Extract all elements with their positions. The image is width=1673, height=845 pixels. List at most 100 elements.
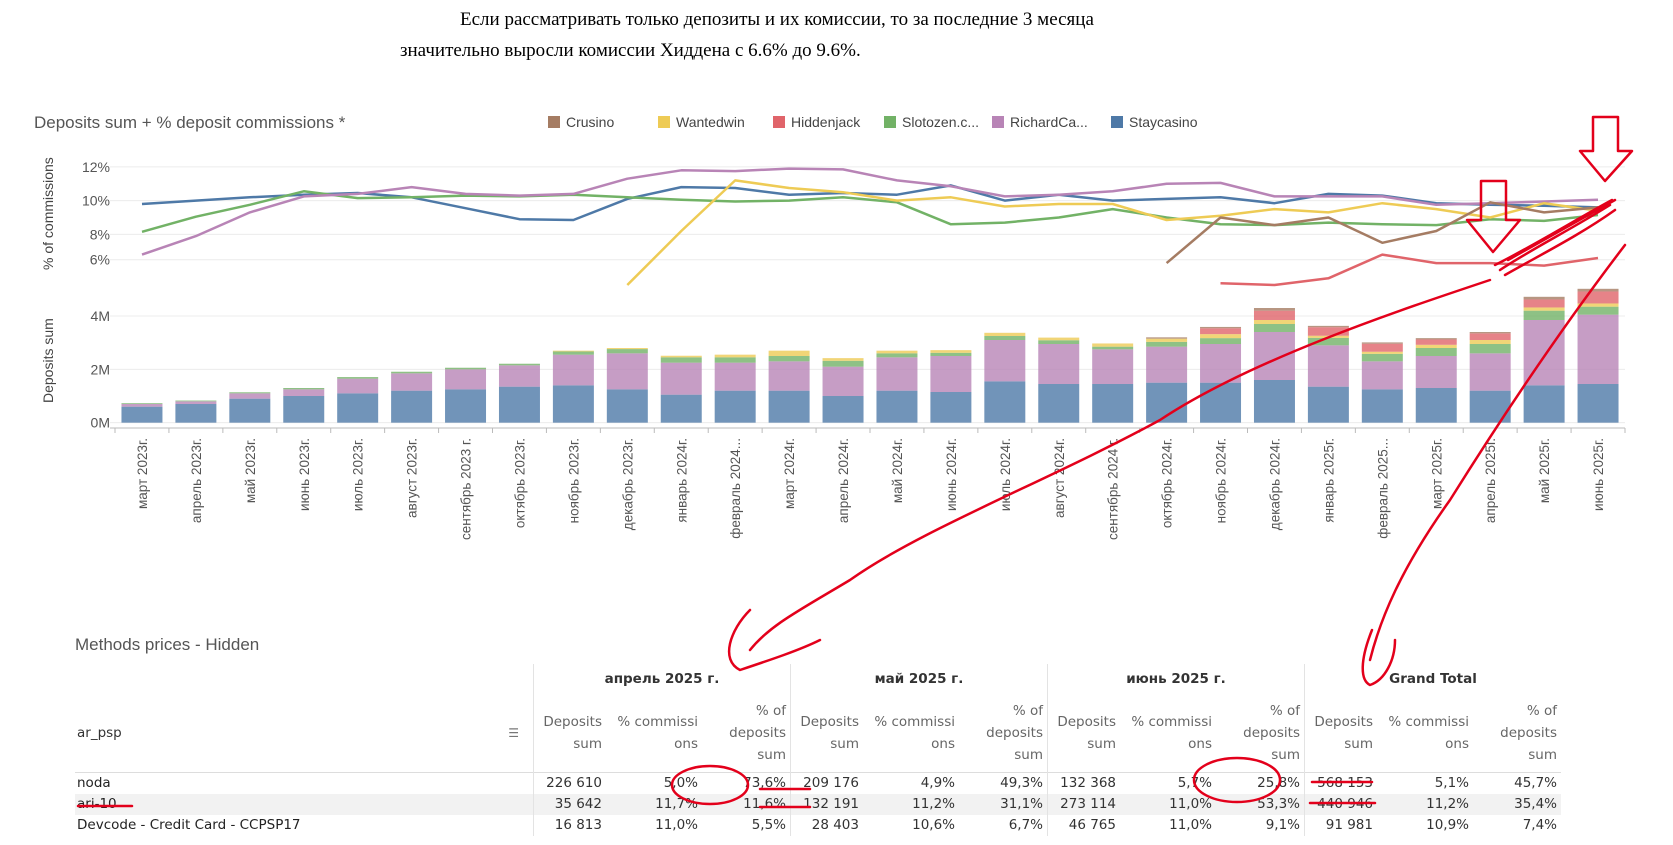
bar-staycasino (498, 386, 540, 423)
bar-richardca (1146, 346, 1188, 383)
bar-staycasino (660, 394, 702, 423)
x-tick-label: январь 2025г. (1321, 438, 1336, 523)
bar-slotozen-c (229, 392, 271, 394)
bar-staycasino (445, 389, 487, 423)
deposits-cell: 16 813 (533, 814, 606, 836)
bar-staycasino (1415, 388, 1457, 423)
annotation-hook (727, 608, 822, 672)
col-header-share: % of deposits sum (1500, 703, 1557, 763)
psp-column-header[interactable]: ar_psp ☰ (75, 694, 534, 773)
col-header-deposits: Deposits sum (533, 694, 606, 773)
bar-slotozen-c (876, 353, 918, 358)
col-header-share: % of deposits sum (729, 703, 786, 763)
share-cell: 31,1% (1000, 796, 1043, 812)
bar-slotozen-c (283, 388, 325, 390)
bar-hiddenjack (1361, 343, 1403, 352)
top-y-tick-label: 8% (90, 226, 110, 242)
bar-staycasino (121, 406, 163, 423)
bar-staycasino (1146, 382, 1188, 423)
bar-hiddenjack (1253, 310, 1295, 320)
bar-wantedwin (1577, 303, 1619, 307)
bottom-y-axis-label: Deposits sum (40, 318, 56, 403)
top-y-tick-label: 10% (82, 193, 110, 209)
commission-cell: 5,1% (1377, 772, 1473, 794)
bar-richardca (1469, 353, 1511, 391)
intro-line-2: значительно выросли комиссии Хиддена с 6… (400, 40, 861, 61)
bar-wantedwin (1092, 343, 1134, 347)
bar-wantedwin (1361, 351, 1403, 354)
bar-staycasino (768, 390, 810, 423)
bar-staycasino (391, 390, 433, 423)
x-tick-label: сентябрь 2024 г. (1106, 438, 1121, 540)
x-tick-label: сентябрь 2023 г. (459, 438, 474, 540)
bar-richardca (229, 393, 271, 399)
bar-crusino (1577, 288, 1619, 292)
bottom-y-tick-label: 2M (91, 361, 110, 377)
commission-cell: 5,0% (606, 772, 702, 794)
bar-richardca (660, 362, 702, 395)
bar-wantedwin (1469, 340, 1511, 344)
line-hiddenjack (1220, 253, 1599, 287)
group-header-april: апрель 2025 г. (533, 664, 791, 694)
top-y-tick-label: 12% (82, 159, 110, 175)
bar-richardca (445, 369, 487, 390)
x-tick-label: апрель 2024г. (836, 438, 851, 523)
share-cell: 35,4% (1514, 796, 1557, 812)
bar-hiddenjack (1200, 328, 1242, 335)
bar-staycasino (930, 392, 972, 423)
commission-cell: 11,0% (655, 817, 698, 833)
x-tick-label: май 2025г. (1537, 438, 1552, 503)
bar-staycasino (1523, 385, 1565, 423)
sort-icon[interactable]: ☰ (508, 726, 519, 740)
x-tick-label: март 2024г. (782, 438, 797, 509)
bar-slotozen-c (552, 351, 594, 355)
bar-richardca (606, 353, 648, 390)
bar-crusino (1307, 325, 1349, 328)
x-tick-label: январь 2024г. (674, 438, 689, 523)
bar-staycasino (1200, 382, 1242, 423)
legend-label-crusino: Crusino (566, 114, 614, 130)
line-staycasino (141, 184, 1599, 222)
deposits-cell: 46 765 (1047, 814, 1120, 836)
bar-richardca (1523, 320, 1565, 386)
group-header-may: май 2025 г. (790, 664, 1048, 694)
bar-wantedwin (1307, 335, 1349, 338)
x-tick-label: ноябрь 2023г. (566, 438, 581, 523)
deposits-commissions-chart: Deposits sum + % deposit commissions * C… (34, 113, 1626, 540)
bar-richardca (391, 373, 433, 391)
bar-staycasino (337, 393, 379, 423)
bar-staycasino (1469, 390, 1511, 423)
bar-slotozen-c (121, 403, 163, 404)
legend-label-richardca: RichardCa... (1010, 114, 1088, 130)
bar-crusino (1361, 342, 1403, 344)
col-header-deposits: Deposits sum (790, 694, 863, 773)
x-tick-label: август 2023г. (405, 438, 420, 518)
bar-richardca (1038, 344, 1080, 384)
commission-cell: 11,0% (1169, 817, 1212, 833)
bar-slotozen-c (498, 363, 540, 366)
bar-slotozen-c (391, 371, 433, 374)
bar-wantedwin (930, 350, 972, 353)
x-tick-label: октябрь 2023г. (513, 438, 528, 528)
deposits-cell: 35 642 (533, 793, 606, 815)
x-tick-label: июль 2023г. (351, 438, 366, 511)
bar-richardca (1415, 356, 1457, 388)
bar-staycasino (714, 390, 756, 423)
bar-hiddenjack (1415, 339, 1457, 345)
table-row: noda 226 610 5,0% 73,6% 209 176 4,9% 49,3% 132 … (75, 772, 1561, 794)
col-header-commissions: % commissi ons (1388, 714, 1469, 752)
x-tick-label: март 2023г. (135, 438, 150, 509)
col-header-share: % of deposits sum (986, 703, 1043, 763)
share-cell: 49,3% (959, 772, 1048, 794)
bar-richardca (714, 362, 756, 391)
bottom-y-tick-label: 0M (91, 415, 110, 431)
bar-wantedwin (876, 350, 918, 354)
deposits-cell: 440 946 (1304, 793, 1377, 815)
col-header-commissions: % commissi ons (617, 714, 698, 752)
x-tick-label: февраль 2025... (1375, 438, 1390, 539)
bar-slotozen-c (606, 349, 648, 354)
bar-wantedwin (1523, 307, 1565, 311)
commission-cell: 4,9% (863, 772, 959, 794)
bar-slotozen-c (1146, 341, 1188, 347)
bar-richardca (121, 404, 163, 407)
